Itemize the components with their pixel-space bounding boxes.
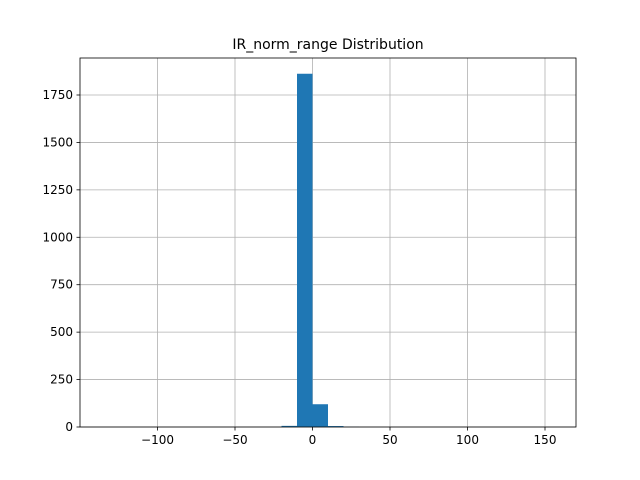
- y-axis: 0 250 500 750 1000 1250 1500 1750: [42, 88, 80, 434]
- histogram-bar: [281, 425, 297, 427]
- histogram-bar: [312, 404, 328, 427]
- x-tick-label: 150: [534, 433, 557, 447]
- x-tick-label: −50: [222, 433, 247, 447]
- histogram-bar: [297, 73, 313, 428]
- y-tick-label: 1500: [42, 135, 73, 149]
- x-tick-label: 50: [382, 433, 397, 447]
- plot-frame: [79, 57, 577, 428]
- grid: [80, 58, 576, 428]
- x-tick-label: 0: [309, 433, 317, 447]
- bars: [281, 73, 359, 428]
- chart-title: IR_norm_range Distribution: [232, 37, 423, 53]
- x-axis: −100 −50 0 50 100 150: [141, 427, 556, 447]
- histogram-bar: [328, 426, 344, 427]
- x-tick-label: 100: [456, 433, 479, 447]
- y-tick-label: 500: [50, 325, 73, 339]
- y-tick-label: 750: [50, 278, 73, 292]
- x-tick-label: −100: [141, 433, 174, 447]
- y-tick-label: 1250: [42, 183, 73, 197]
- y-tick-label: 250: [50, 373, 73, 387]
- y-tick-label: 1750: [42, 88, 73, 102]
- y-tick-label: 0: [65, 420, 73, 434]
- y-tick-label: 1000: [42, 230, 73, 244]
